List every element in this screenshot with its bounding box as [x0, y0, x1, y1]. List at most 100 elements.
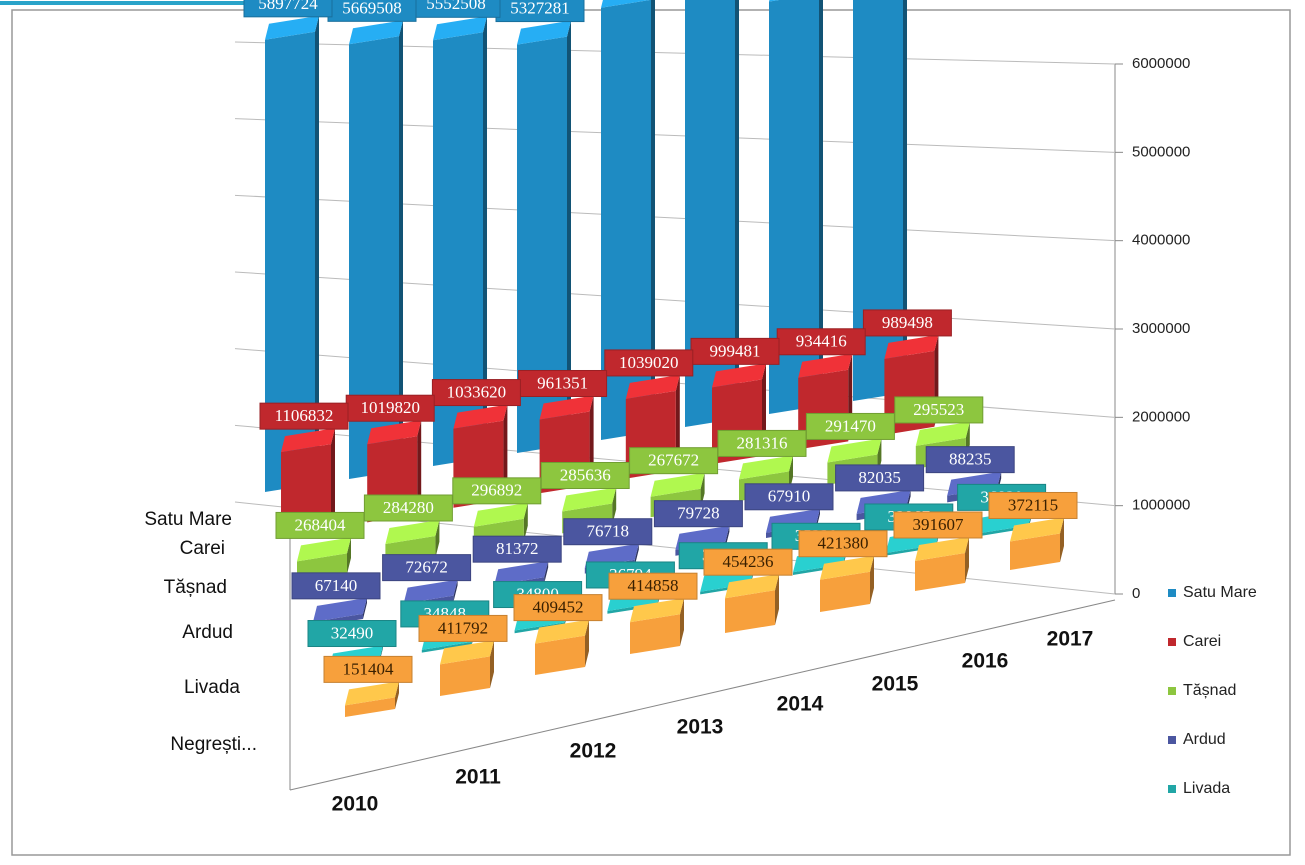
value-label: 934416	[796, 332, 847, 351]
bar-side	[680, 598, 684, 646]
value-label-box	[653, 500, 743, 528]
bar-side	[675, 374, 680, 471]
y-tick-label: 3000000	[1132, 320, 1190, 337]
bar-front	[265, 31, 315, 493]
bar	[915, 537, 969, 591]
value-label: 67910	[768, 487, 811, 506]
value-label-box	[798, 530, 888, 558]
bar-front	[535, 635, 585, 675]
value-label: 67140	[315, 576, 358, 595]
bar-top	[601, 0, 650, 8]
bar	[601, 0, 655, 440]
bar-top	[535, 619, 589, 644]
bar-front	[853, 0, 903, 401]
bar-side	[435, 520, 440, 558]
bar-top	[403, 579, 458, 604]
value-label-box	[608, 572, 698, 600]
bar-side	[612, 487, 617, 526]
value-label-box	[894, 396, 984, 424]
bar-side	[1060, 517, 1064, 562]
value-label: 1019820	[360, 398, 420, 417]
value-label-box	[893, 511, 983, 539]
value-label-box	[717, 429, 807, 457]
value-label-box	[604, 349, 694, 377]
bar-top	[915, 421, 970, 446]
value-label: 79728	[677, 504, 720, 523]
y-tick-label: 4000000	[1132, 232, 1190, 249]
bar-top	[297, 537, 351, 562]
bar-front	[440, 656, 490, 696]
x-tick-label: 2016	[962, 650, 1009, 673]
bar-side	[634, 543, 639, 566]
bar	[265, 15, 319, 493]
value-label: 291470	[825, 416, 876, 435]
bar-front	[1010, 533, 1060, 570]
value-label-box	[835, 464, 925, 492]
bar-side	[700, 472, 705, 510]
bar-top	[494, 561, 549, 586]
value-label-box	[472, 535, 562, 563]
bar-side	[347, 537, 351, 574]
bar	[853, 0, 907, 401]
legend-label: Satu Mare	[1183, 584, 1257, 601]
bar-side	[315, 15, 319, 485]
value-label: 999481	[710, 341, 761, 360]
value-label-box	[690, 337, 780, 365]
value-label-box	[988, 491, 1078, 519]
value-label: 72672	[405, 558, 448, 577]
value-label: 284280	[383, 498, 434, 517]
bar-side	[585, 619, 589, 667]
value-label-box	[363, 494, 453, 522]
value-label: 1039020	[619, 353, 679, 372]
bar-top	[473, 502, 528, 527]
legend-swatch	[1168, 638, 1176, 646]
legend-swatch	[1168, 785, 1176, 793]
bar-side	[903, 0, 907, 393]
bar-side	[363, 597, 367, 619]
bar-side	[775, 574, 779, 625]
x-tick-label: 2014	[777, 693, 824, 716]
x-tick-label: 2012	[570, 740, 617, 763]
bar-side	[490, 640, 494, 688]
value-label: 372115	[1008, 495, 1058, 514]
bar	[630, 598, 684, 654]
value-label: 267672	[648, 451, 699, 470]
bar-side	[544, 561, 549, 584]
legend-swatch	[1168, 736, 1176, 744]
value-label-box	[275, 511, 365, 539]
bar	[535, 619, 589, 675]
bar-top	[517, 20, 571, 45]
bar-side	[399, 20, 403, 472]
bar-front	[725, 590, 775, 633]
value-label-box	[513, 594, 603, 622]
value-label: 411792	[438, 618, 488, 637]
bar-top	[712, 363, 766, 388]
bar	[1010, 517, 1064, 570]
bar	[769, 0, 823, 414]
value-label: 409452	[533, 598, 584, 617]
value-label: 5552508	[426, 0, 486, 13]
bar-side	[870, 555, 874, 604]
value-label: 414858	[628, 576, 679, 595]
bar-front	[433, 32, 483, 467]
value-label-box	[629, 447, 719, 475]
value-label: 5897724	[258, 0, 318, 13]
x-tick-label: 2017	[1047, 628, 1094, 651]
bar-top	[265, 15, 319, 40]
bar-top	[650, 472, 705, 497]
bar-top	[539, 395, 594, 420]
value-label-box	[862, 309, 952, 337]
bar-top	[625, 374, 680, 399]
value-label: 295523	[913, 400, 964, 419]
bar-top	[725, 574, 779, 599]
bar-top	[769, 0, 779, 2]
bar-side	[651, 0, 655, 432]
bar-top	[440, 640, 494, 665]
y-tick-label: 2000000	[1132, 408, 1190, 425]
bar-top	[915, 537, 969, 561]
value-label: 151404	[343, 659, 395, 678]
value-label: 76718	[587, 522, 630, 541]
depth-tick-label: Tășnad	[164, 577, 227, 598]
bar	[433, 16, 487, 467]
value-label: 5669508	[342, 0, 402, 17]
